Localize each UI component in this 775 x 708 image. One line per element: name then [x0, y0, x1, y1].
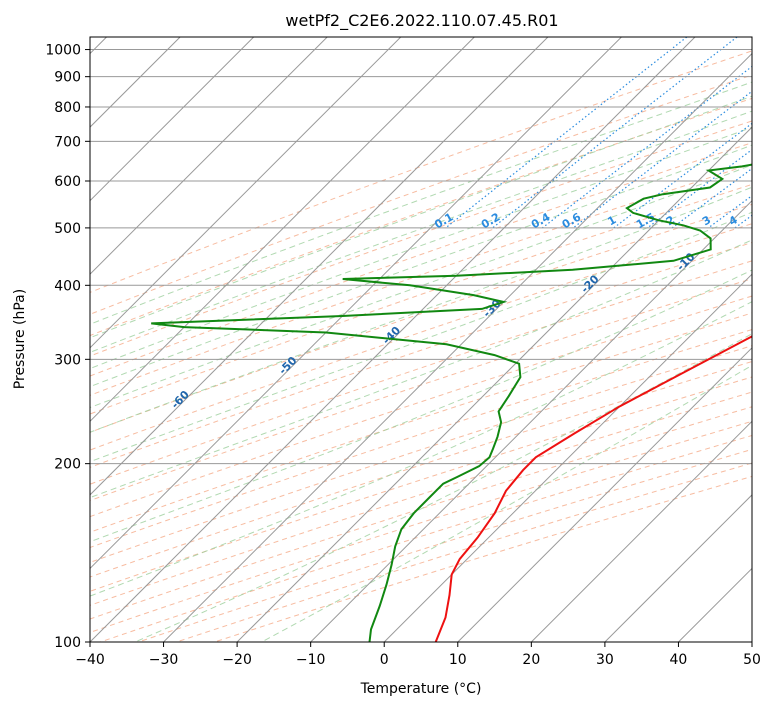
dry-adiabat-line	[90, 163, 752, 396]
mixing-ratio-line	[671, 167, 752, 229]
x-tick-label: −40	[75, 652, 105, 668]
y-tick-label: 900	[54, 70, 81, 86]
x-axis-title: Temperature (°C)	[360, 681, 482, 697]
dry-adiabat-line	[100, 434, 752, 642]
dry-adiabat-line	[90, 295, 752, 518]
moist-adiabat-line	[90, 211, 752, 463]
isotherm-label: -60	[169, 388, 192, 411]
profile-series	[151, 163, 752, 642]
moist-adiabat-line	[134, 333, 752, 642]
isotherm-label: -40	[380, 324, 403, 347]
y-tick-label: 200	[54, 457, 81, 473]
dry-adiabat-line	[90, 345, 752, 563]
y-axis-title: Pressure (hPa)	[12, 289, 28, 389]
y-tick-label: 1000	[45, 43, 81, 59]
moist-adiabat-line	[90, 126, 752, 370]
moist-adiabat-line	[90, 110, 752, 353]
y-tick-label: 800	[54, 100, 81, 116]
moist-adiabat-line	[90, 186, 752, 433]
dewpoint-line	[151, 163, 752, 642]
isotherm-line	[530, 420, 752, 642]
isotherm-line	[90, 37, 475, 423]
isotherm-line	[163, 52, 752, 642]
dry-adiabat-line	[214, 475, 752, 642]
isotherm-line	[751, 641, 752, 642]
moist-adiabat-line	[90, 81, 752, 325]
dry-adiabat-line	[90, 391, 752, 606]
isotherm-line	[604, 494, 752, 642]
x-tick-label: −10	[296, 652, 326, 668]
mixing-ratio-line	[542, 65, 752, 229]
moist-adiabat-line	[90, 95, 752, 339]
mixing-ratio-line	[492, 37, 738, 229]
dry-adiabat-line	[176, 462, 752, 642]
mixing-ratio-label: 6	[765, 213, 775, 228]
mixing-ratio-line	[613, 122, 752, 229]
dry-adiabat-line	[90, 50, 752, 293]
dry-adiabat-line	[90, 74, 752, 315]
y-axis: 100 200 300 400 500 600 700 800 900 1000	[45, 43, 90, 651]
isotherm-line	[310, 199, 752, 642]
isotherm-line	[236, 126, 752, 642]
y-tick-label: 600	[54, 174, 81, 190]
isotherm-line	[90, 37, 622, 570]
isotherm-line	[90, 37, 328, 275]
mixing-ratio-line	[707, 194, 752, 229]
y-tick-label: 500	[54, 221, 81, 237]
mixing-ratio-label: 4	[727, 213, 740, 228]
plot-frame	[89, 36, 753, 643]
x-tick-label: 50	[743, 652, 761, 668]
moist-adiabat-line	[261, 364, 752, 642]
y-tick-label: 400	[54, 278, 81, 294]
isotherm-line	[90, 37, 255, 202]
x-tick-label: 40	[670, 652, 688, 668]
y-tick-label: 300	[54, 352, 81, 368]
dry-adiabat-line	[90, 329, 752, 549]
isotherm-label: -50	[276, 354, 299, 377]
temperature-line	[434, 335, 752, 642]
isotherm-line	[678, 567, 752, 642]
isotherm-line	[383, 273, 752, 642]
dry-adiabat-line	[90, 241, 752, 468]
x-tick-label: −20	[222, 652, 252, 668]
chart-title: wetPf2_C2E6.2022.110.07.45.R01	[285, 11, 558, 31]
dry-adiabat-line	[90, 376, 752, 592]
isotherm-label: -70	[56, 427, 79, 450]
y-tick-label: 700	[54, 134, 81, 150]
dry-adiabat-line	[90, 97, 752, 337]
isotherm-line	[90, 37, 549, 496]
x-tick-label: 30	[596, 652, 614, 668]
background-lines	[90, 37, 752, 642]
mixing-ratio-line	[572, 90, 752, 229]
x-tick-label: 20	[522, 652, 540, 668]
y-tick-label: 100	[54, 635, 81, 651]
dry-adiabat-line	[90, 420, 752, 633]
x-axis: −40 −30 −20 −10 0 10 20 30 40 50	[75, 642, 761, 668]
isotherm-label: -20	[578, 272, 601, 295]
dry-adiabat-line	[90, 142, 752, 377]
x-tick-label: 10	[449, 652, 467, 668]
mixing-ratio-line	[734, 214, 752, 229]
isotherm-line	[90, 37, 402, 349]
dry-adiabat-line	[90, 183, 752, 415]
x-tick-label: 0	[380, 652, 389, 668]
x-tick-label: −30	[149, 652, 179, 668]
moist-adiabat-line	[90, 144, 752, 388]
isotherm-line	[457, 347, 752, 642]
